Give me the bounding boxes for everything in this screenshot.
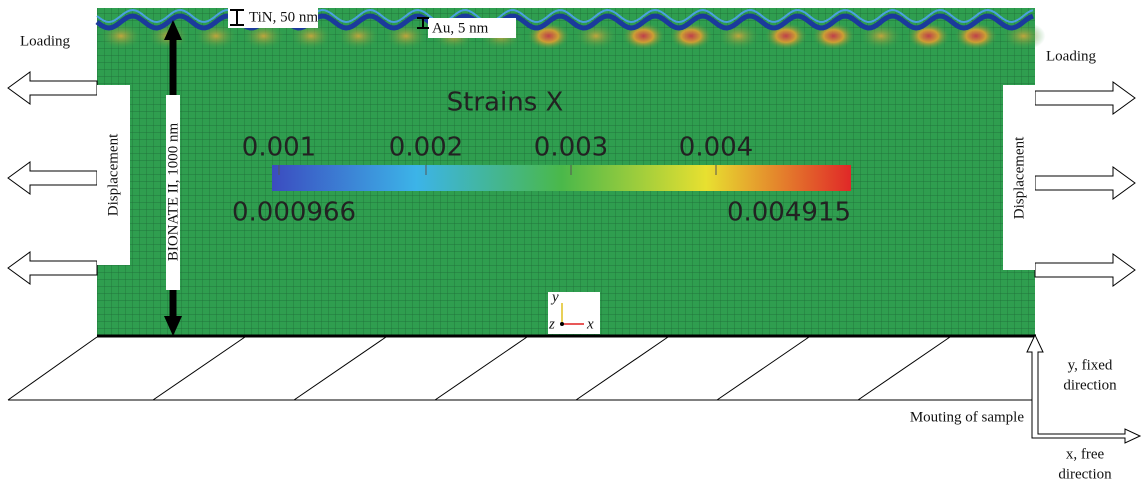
colorbar	[272, 165, 851, 191]
arrow	[7, 71, 98, 105]
hatch	[434, 336, 528, 401]
triad-label: y	[550, 289, 559, 305]
colorbar-ticks: 0.001 0.002 0.003 0.004	[242, 133, 753, 175]
colorbar-tick-label: 0.001	[242, 133, 316, 163]
label-box	[428, 18, 516, 38]
hatch	[152, 336, 246, 401]
mounting-label: Mouting of sample	[910, 409, 1024, 425]
arrow	[1034, 166, 1136, 200]
hatch	[716, 336, 810, 401]
layer-label: Au, 5 nm	[432, 20, 489, 36]
arrow	[7, 251, 98, 285]
loading-label: Loading	[20, 33, 70, 49]
layer-label: TiN, 50 nm	[249, 9, 318, 25]
colorbar-tick-label: 0.002	[389, 133, 463, 163]
thickness-arrow	[164, 20, 182, 336]
arrow	[1034, 81, 1136, 115]
colorbar-tick-label: 0.003	[534, 133, 608, 163]
colorbar-min: 0.000966	[232, 198, 356, 228]
displacement-label: Displacement	[1011, 136, 1027, 219]
bracket	[230, 9, 244, 26]
thickness-label: BIONATE II, 1000 nm	[165, 123, 181, 262]
direction-label: direction	[1058, 466, 1112, 482]
bracket	[417, 17, 429, 29]
hatch	[857, 336, 951, 401]
direction-label: direction	[1063, 377, 1117, 393]
triad-label: z	[548, 316, 555, 332]
displacement-box	[97, 85, 130, 265]
arrow	[7, 161, 98, 195]
direction-arrows	[1026, 333, 1142, 444]
mount	[7, 336, 1035, 401]
colorbar-tick-label: 0.004	[679, 133, 753, 163]
colorbar-title: Strains X	[447, 88, 564, 118]
direction-label: x, free	[1066, 446, 1105, 462]
triad-origin	[560, 322, 564, 326]
displacement-label: Displacement	[105, 133, 121, 216]
hatch	[293, 336, 387, 401]
axis-triad	[548, 292, 600, 334]
arrow	[1034, 253, 1136, 287]
displacement-box	[1003, 85, 1035, 270]
colorbar-max: 0.004915	[727, 198, 851, 228]
hatch	[575, 336, 669, 401]
load-arrows	[7, 71, 1136, 287]
direction-label: y, fixed	[1068, 357, 1113, 373]
loading-label: Loading	[1046, 48, 1096, 64]
label-box	[228, 8, 318, 28]
triad-label: x	[586, 316, 594, 332]
